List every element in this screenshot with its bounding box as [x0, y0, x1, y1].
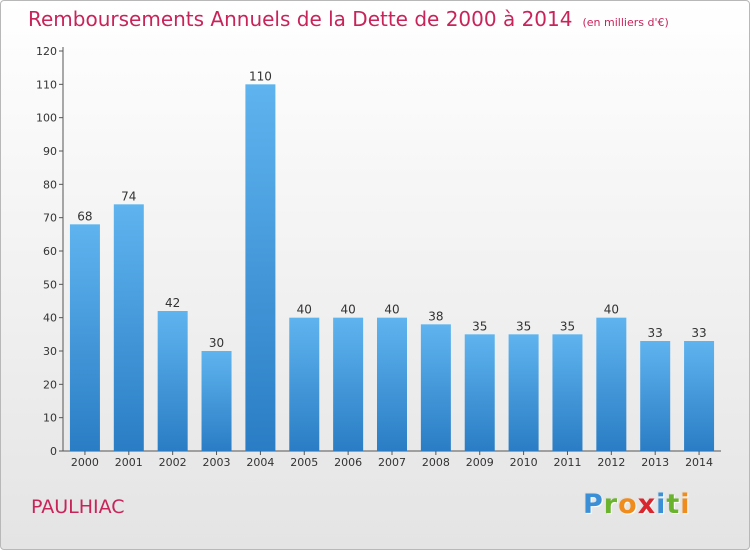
- data-label: 40: [297, 303, 312, 317]
- x-tick-label: 2011: [553, 456, 581, 469]
- data-label: 40: [340, 303, 355, 317]
- y-tick-label: 70: [43, 212, 57, 225]
- x-tick-label: 2013: [641, 456, 669, 469]
- bars: [69, 84, 715, 451]
- data-label: 30: [209, 336, 224, 350]
- x-tick-label: 2012: [597, 456, 625, 469]
- data-label: 74: [121, 189, 136, 203]
- x-tick-label: 2009: [466, 456, 494, 469]
- bar-2000: [69, 224, 100, 451]
- data-label: 35: [472, 319, 487, 333]
- bar-2004: [245, 84, 276, 451]
- data-label: 40: [604, 303, 619, 317]
- y-tick-label: 100: [36, 112, 57, 125]
- y-tick-label: 40: [43, 312, 57, 325]
- bar-2003: [201, 351, 232, 451]
- x-tick-label: 2014: [685, 456, 713, 469]
- data-label: 35: [560, 319, 575, 333]
- y-tick-label: 120: [36, 45, 57, 58]
- x-tick-label: 2006: [334, 456, 362, 469]
- x-tick-label: 2010: [510, 456, 538, 469]
- bar-2007: [377, 317, 407, 451]
- x-tick-label: 2000: [71, 456, 99, 469]
- commune-name: PAULHIAC: [31, 496, 125, 518]
- y-tick-label: 20: [43, 378, 57, 391]
- bar-2002: [157, 311, 188, 451]
- data-label: 68: [77, 209, 92, 223]
- title-row: Remboursements Annuels de la Dette de 20…: [28, 7, 669, 31]
- data-label: 33: [691, 326, 706, 340]
- logo-letter: o: [618, 489, 638, 520]
- bar-2012: [596, 317, 627, 451]
- logo-letter: i: [656, 489, 667, 520]
- chart-title: Remboursements Annuels de la Dette de 20…: [28, 7, 573, 31]
- logo-letter: t: [666, 489, 681, 520]
- x-tick-label: 2003: [203, 456, 231, 469]
- logo-letter: r: [603, 489, 619, 520]
- y-tick-label: 60: [43, 245, 57, 258]
- y-tick-label: 80: [43, 178, 57, 191]
- logo-letter: i: [680, 489, 691, 520]
- x-tick-label: 2004: [246, 456, 274, 469]
- bar-2013: [640, 341, 671, 451]
- data-label: 35: [516, 319, 531, 333]
- chart-subtitle: (en milliers d'€): [582, 16, 669, 29]
- logo-letter: x: [637, 489, 657, 520]
- labels: 68 74 42 30 110 40 40 40 38 35 35 35 40 33 33: [77, 69, 706, 350]
- x-tick-label: 2005: [290, 456, 318, 469]
- x-tick-label: 2002: [159, 456, 187, 469]
- logo-letter: P: [583, 489, 604, 520]
- x-tick-label: 2007: [378, 456, 406, 469]
- bar-2011: [552, 334, 583, 451]
- y-tick-label: 30: [43, 345, 57, 358]
- data-label: 40: [384, 303, 399, 317]
- axes: 0 10 20 30 40 50 60 70 80 90 100 110 120 2000 2001 2002…: [36, 45, 721, 469]
- y-tick-label: 50: [43, 278, 57, 291]
- y-tick-label: 110: [36, 78, 57, 91]
- x-tick-label: 2008: [422, 456, 450, 469]
- data-label: 42: [165, 296, 180, 310]
- bar-2008: [420, 324, 451, 451]
- bar-2001: [113, 204, 144, 451]
- bar-2009: [464, 334, 495, 451]
- bar-2014: [684, 341, 715, 451]
- x-tick-label: 2001: [115, 456, 143, 469]
- y-tick-label: 10: [43, 412, 57, 425]
- bar-2010: [508, 334, 539, 451]
- data-label: 38: [428, 309, 443, 323]
- bar-2006: [333, 317, 364, 451]
- data-label: 110: [249, 69, 272, 83]
- bar-2005: [289, 317, 320, 451]
- proxiti-logo: Proxiti: [583, 489, 691, 520]
- y-tick-label: 90: [43, 145, 57, 158]
- data-label: 33: [648, 326, 663, 340]
- y-tick-label: 0: [50, 445, 57, 458]
